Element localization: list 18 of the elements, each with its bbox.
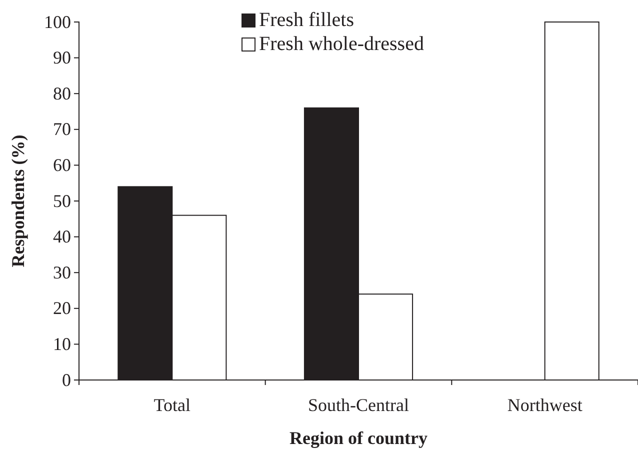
x-tick-label: South-Central [308,394,409,415]
x-tick-label: Northwest [507,394,582,415]
y-axis-title: Respondents (%) [8,134,28,268]
x-tick-label: Total [154,394,191,415]
y-tick-label: 70 [53,119,71,140]
y-tick-label: 80 [53,83,71,104]
y-tick-label: 0 [62,370,71,390]
y-tick-label: 100 [44,12,71,32]
y-tick-label: 20 [53,298,71,318]
y-tick-label: 30 [53,262,71,282]
y-tick-label: 60 [53,154,71,175]
x-axis-title: Region of country [290,428,428,448]
legend-label: Fresh fillets [259,9,354,31]
y-tick-label: 10 [53,334,71,354]
y-tick-label: 50 [53,190,71,211]
y-tick-label: 90 [53,48,71,68]
legend-label: Fresh whole-dressed [259,33,424,55]
y-tick-label: 40 [53,226,71,247]
